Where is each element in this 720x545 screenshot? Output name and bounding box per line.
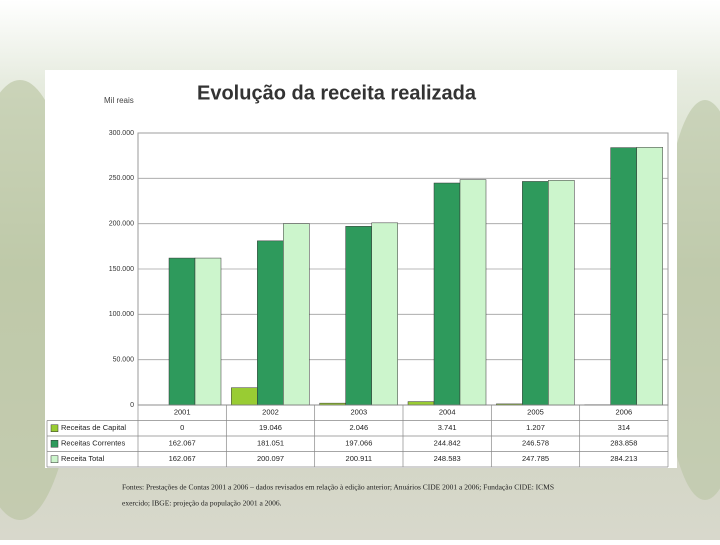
legend-label: Receitas de Capital [61,423,126,432]
y-tick-label: 0 [130,402,134,409]
chart-title: Evolução da receita realizada [197,82,477,104]
bar [195,258,221,405]
bar [346,226,372,405]
table-value: 244.842 [434,439,461,448]
table-value: 0 [180,423,184,432]
table-value: 283.858 [610,439,637,448]
table-value: 314 [618,423,631,432]
bar [283,224,309,405]
source-note: exercido; IBGE: projeção da população 20… [122,499,282,508]
y-axis-label: Mil reais [104,96,134,105]
bar [611,148,637,405]
table-value: 1.207 [526,423,545,432]
y-tick-label: 50.000 [113,357,135,364]
y-tick-label: 300.000 [109,130,134,137]
table-value: 2.046 [349,423,368,432]
bar [434,183,460,405]
table-value: 200.097 [257,454,284,463]
bar [408,402,434,405]
y-tick-label: 200.000 [109,221,134,228]
table-value: 181.051 [257,439,284,448]
x-tick-label: 2003 [350,408,367,417]
table-value: 19.046 [259,423,282,432]
legend-swatch [51,440,58,447]
bar [231,388,257,405]
source-note: Fontes: Prestações de Contas 2001 a 2006… [122,483,554,492]
table-value: 162.067 [169,454,196,463]
bar [637,147,663,405]
bar [257,241,283,405]
x-tick-label: 2005 [527,408,544,417]
table-value: 284.213 [610,454,637,463]
legend-swatch [51,456,58,463]
bar [548,180,574,405]
y-tick-label: 100.000 [109,311,134,318]
table-value: 247.785 [522,454,549,463]
table-value: 200.911 [346,454,373,463]
legend-swatch [51,425,58,432]
y-tick-label: 150.000 [109,266,134,273]
x-tick-label: 2002 [262,408,279,417]
legend-label: Receita Total [61,454,105,463]
table-value: 162.067 [169,439,196,448]
x-tick-label: 2006 [615,408,632,417]
table-value: 248.583 [434,454,461,463]
legend-label: Receitas Correntes [61,439,125,448]
table-value: 246.578 [522,439,549,448]
bar [169,258,195,405]
bar [522,181,548,405]
bar [372,223,398,405]
x-tick-label: 2004 [439,408,456,417]
bar [460,180,486,405]
table-value: 3.741 [438,423,457,432]
y-tick-label: 250.000 [109,175,134,182]
table-value: 197.066 [345,439,372,448]
x-tick-label: 2001 [174,408,191,417]
